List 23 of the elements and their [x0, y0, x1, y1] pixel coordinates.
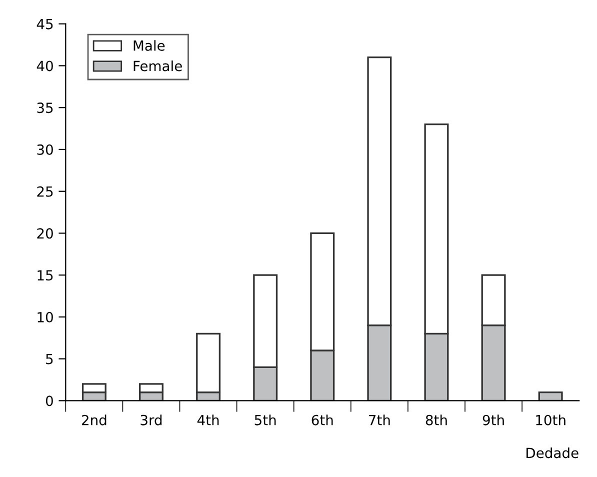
- y-tick-label: 35: [37, 102, 53, 114]
- x-tick-label: 4th: [197, 414, 219, 426]
- legend-label: Male: [134, 40, 165, 51]
- y-tick-label: 5: [46, 354, 53, 364]
- x-axis-title: Dedade: [526, 447, 578, 458]
- bar: [538, 391, 563, 401]
- x-tick-label: 8th: [426, 414, 447, 426]
- x-tick-label: 9th: [482, 414, 504, 426]
- y-tick-label: 0: [46, 396, 53, 406]
- x-tick-label: 5th: [254, 414, 276, 426]
- y-tick-label: 25: [37, 186, 53, 197]
- x-tick-label: 2nd: [82, 414, 106, 426]
- y-tick-label: 15: [38, 270, 53, 281]
- x-tick-label: 7th: [369, 414, 390, 426]
- x-tick-label: 6th: [312, 414, 333, 426]
- y-tick-label: 45: [36, 19, 53, 30]
- legend-label: Female: [134, 60, 182, 72]
- x-tick-label: 10th: [536, 414, 566, 426]
- y-tick-label: 30: [37, 144, 53, 155]
- y-tick-label: 20: [37, 228, 53, 239]
- y-tick-label: 10: [38, 312, 53, 322]
- y-tick-label: 40: [36, 60, 53, 72]
- x-tick-label: 3rd: [140, 414, 162, 426]
